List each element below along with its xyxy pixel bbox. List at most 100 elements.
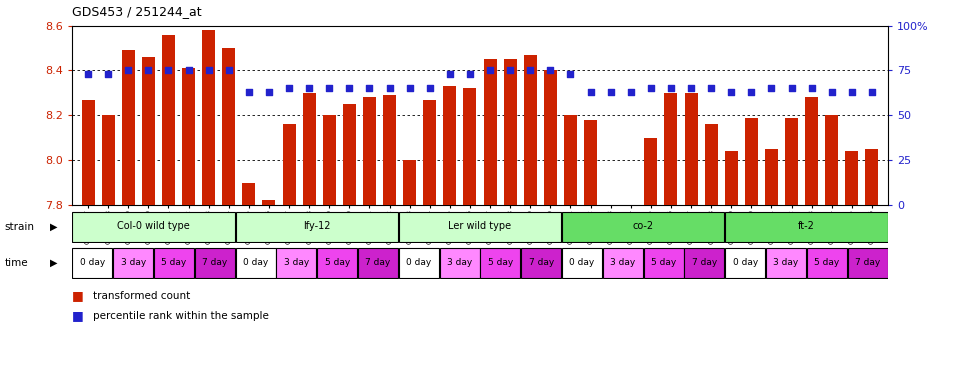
Point — [764, 86, 780, 92]
Bar — [444, 86, 456, 205]
Text: 5 day: 5 day — [814, 258, 839, 266]
Bar — [276, 248, 317, 277]
Text: Ler wild type: Ler wild type — [448, 221, 512, 231]
Bar — [603, 248, 643, 277]
Bar — [745, 117, 757, 205]
Bar — [725, 212, 888, 242]
Bar — [624, 205, 637, 214]
Bar — [766, 248, 806, 277]
Bar — [805, 97, 818, 205]
Bar — [343, 104, 356, 205]
Point — [724, 89, 739, 95]
Text: percentile rank within the sample: percentile rank within the sample — [93, 311, 269, 321]
Bar — [282, 124, 296, 205]
Text: 5 day: 5 day — [161, 258, 186, 266]
Point — [180, 68, 196, 74]
Bar — [785, 117, 798, 205]
Point — [201, 68, 216, 74]
Bar — [725, 248, 765, 277]
Bar — [865, 149, 878, 205]
Bar — [122, 50, 134, 205]
Bar — [383, 95, 396, 205]
Text: time: time — [5, 258, 29, 268]
Bar — [684, 248, 725, 277]
Bar — [242, 183, 255, 205]
Bar — [203, 30, 215, 205]
Point — [684, 86, 699, 92]
Point — [301, 86, 317, 92]
Point — [563, 71, 578, 77]
Bar — [182, 68, 195, 205]
Text: 0 day: 0 day — [80, 258, 105, 266]
Point — [744, 89, 759, 95]
Bar — [644, 138, 658, 205]
Point — [342, 86, 357, 92]
Point — [603, 89, 618, 95]
Bar — [82, 100, 95, 205]
Bar — [664, 93, 678, 205]
Point — [322, 86, 337, 92]
Bar — [72, 248, 112, 277]
Text: Col-0 wild type: Col-0 wild type — [117, 221, 190, 231]
Point — [422, 86, 438, 92]
Text: 3 day: 3 day — [447, 258, 472, 266]
Point — [443, 71, 458, 77]
Text: ft-2: ft-2 — [798, 221, 815, 231]
Point — [281, 86, 297, 92]
Text: 0 day: 0 day — [569, 258, 594, 266]
Point — [623, 89, 638, 95]
Text: 7 day: 7 day — [203, 258, 228, 266]
Bar — [584, 120, 597, 205]
Point — [864, 89, 879, 95]
Bar — [323, 115, 336, 205]
Text: lfy-12: lfy-12 — [303, 221, 330, 231]
Text: 5 day: 5 day — [488, 258, 513, 266]
Bar — [403, 160, 417, 205]
Bar — [846, 151, 858, 205]
Text: 0 day: 0 day — [406, 258, 431, 266]
Bar — [317, 248, 357, 277]
Point — [463, 71, 478, 77]
Bar — [543, 70, 557, 205]
Bar — [848, 248, 888, 277]
Bar — [524, 55, 537, 205]
Text: ▶: ▶ — [50, 258, 58, 268]
Text: 5 day: 5 day — [651, 258, 676, 266]
Text: 0 day: 0 day — [732, 258, 757, 266]
Bar — [302, 93, 316, 205]
Point — [522, 68, 538, 74]
Bar — [398, 248, 439, 277]
Point — [704, 86, 719, 92]
Text: 3 day: 3 day — [611, 258, 636, 266]
Text: ■: ■ — [72, 309, 84, 322]
Text: 3 day: 3 day — [774, 258, 799, 266]
Bar — [562, 248, 602, 277]
Bar — [684, 93, 698, 205]
Text: 7 day: 7 day — [366, 258, 391, 266]
Text: transformed count: transformed count — [93, 291, 190, 301]
Text: 3 day: 3 day — [121, 258, 146, 266]
Bar — [423, 100, 436, 205]
Text: ■: ■ — [72, 289, 84, 302]
Point — [784, 86, 800, 92]
Text: GDS453 / 251244_at: GDS453 / 251244_at — [72, 5, 202, 19]
Point — [542, 68, 558, 74]
Bar — [480, 248, 520, 277]
Text: 7 day: 7 day — [529, 258, 554, 266]
Point — [663, 86, 679, 92]
Bar — [358, 248, 398, 277]
Bar — [504, 59, 516, 205]
Point — [261, 89, 276, 95]
Text: 7 day: 7 day — [692, 258, 717, 266]
Point — [824, 89, 839, 95]
Point — [221, 68, 236, 74]
Point — [382, 86, 397, 92]
Point — [241, 89, 256, 95]
Bar — [826, 115, 838, 205]
Point — [402, 86, 418, 92]
Point — [141, 68, 156, 74]
Bar — [398, 212, 562, 242]
Point — [101, 71, 116, 77]
Bar — [464, 88, 476, 205]
Bar — [162, 34, 175, 205]
